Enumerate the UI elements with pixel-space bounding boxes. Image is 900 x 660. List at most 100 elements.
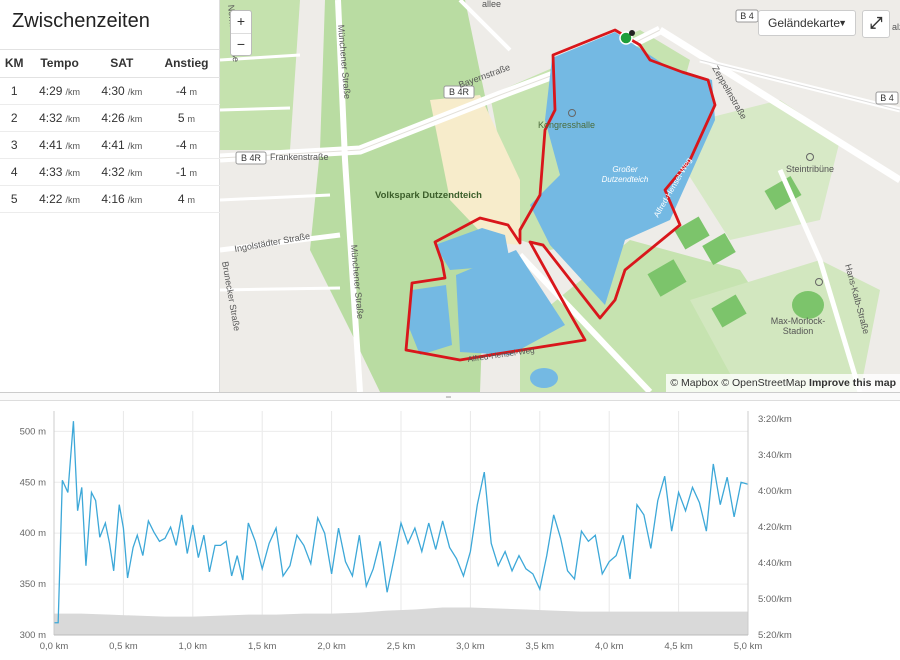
split-tempo-value: 4:41: [39, 137, 63, 152]
sports-field: [674, 216, 710, 250]
split-sat-unit: /km: [127, 113, 143, 124]
map-label: Stadion: [783, 326, 814, 336]
lake: [435, 228, 510, 270]
road: [335, 0, 363, 392]
split-tempo-unit: /km: [65, 194, 80, 205]
y-right-tick-label: 5:00/km: [758, 594, 792, 605]
route-map[interactable]: B 4R B 4R B 4 B 4 Bayernstraße Frankenst…: [220, 0, 900, 392]
road-shield: B 4R: [443, 85, 475, 99]
split-row: 2 4:32/km 4:26/km 5 m: [0, 104, 220, 132]
splits-table: KM Tempo SAT Anstieg 1 4:29/km 4:30/km -4 m 2…: [0, 50, 220, 213]
zoom-in-button[interactable]: +: [236, 13, 246, 29]
resize-handle[interactable]: ═: [0, 392, 900, 401]
split-anstieg-value: 5: [177, 110, 185, 125]
y-left-tick-label: 400 m: [20, 528, 46, 539]
split-km-value: 4: [10, 164, 18, 179]
lake: [408, 285, 452, 355]
x-tick-label: 0,5 km: [109, 641, 138, 652]
poi-icon: [806, 153, 814, 161]
elevation-area: [54, 607, 748, 635]
split-anstieg-value: -4: [175, 83, 187, 98]
improve-map-link[interactable]: Improve this map: [809, 377, 896, 389]
map-label: alz: [892, 22, 900, 32]
lake: [530, 32, 715, 305]
split-anstieg-unit: m: [187, 113, 196, 124]
railway: [699, 59, 900, 111]
map-type-dropdown[interactable]: Geländekarte ▼: [758, 10, 856, 36]
sports-field: [647, 259, 687, 297]
svg-text:B 4: B 4: [880, 93, 894, 103]
pond: [530, 368, 558, 388]
x-tick-label: 3,5 km: [526, 641, 555, 652]
y-right-tick-label: 4:00/km: [758, 486, 792, 497]
y-right-tick-label: 4:20/km: [758, 522, 792, 533]
split-row: 4 4:33/km 4:32/km -1 m: [0, 158, 220, 186]
fullscreen-button[interactable]: ⤢: [862, 10, 890, 38]
split-tempo: 4:29/km: [28, 77, 91, 105]
split-sat-unit: /km: [127, 140, 143, 151]
splits-header-row: KM Tempo SAT Anstieg: [0, 50, 220, 78]
x-tick-label: 4,5 km: [664, 641, 693, 652]
split-row: 3 4:41/km 4:41/km -4 m: [0, 131, 220, 159]
pace-line: [54, 421, 749, 624]
x-tick-label: 4,0 km: [595, 641, 624, 652]
road: [517, 252, 653, 392]
split-tempo-value: 4:33: [39, 164, 63, 179]
road: [220, 232, 341, 253]
split-tempo: 4:32/km: [28, 104, 91, 132]
split-sat-unit: /km: [127, 194, 143, 205]
y-right-tick-label: 5:20/km: [758, 630, 792, 641]
split-anstieg-value: 4: [177, 191, 185, 206]
split-sat-value: 4:32: [101, 164, 125, 179]
split-tempo-value: 4:22: [39, 191, 63, 206]
mapbox-attribution-link[interactable]: © Mapbox: [670, 377, 719, 389]
split-sat: 4:16/km: [90, 185, 153, 213]
map-canvas[interactable]: B 4R B 4R B 4 B 4 Bayernstraße Frankenst…: [220, 0, 900, 392]
split-tempo-value: 4:29: [39, 83, 63, 98]
map-label: Kongresshalle: [538, 120, 595, 130]
map-label: Max-Morlock-: [771, 316, 826, 326]
map-label: Ingolstädter Straße: [234, 231, 311, 254]
pace-elevation-chart[interactable]: 0,0 km 0,5 km 1,0 km 1,5 km 2,0 km 2,5 km 3,0 …: [0, 401, 900, 660]
zoom-out-button[interactable]: −: [231, 33, 251, 55]
road-shield: B 4: [735, 9, 759, 23]
sports-field: [711, 294, 747, 328]
split-tempo-unit: /km: [65, 113, 80, 124]
split-anstieg-unit: m: [189, 86, 198, 97]
x-tick-label: 3,0 km: [456, 641, 485, 652]
split-sat-value: 4:41: [101, 137, 125, 152]
map-label: Frankenstraße: [270, 152, 329, 162]
split-anstieg-unit: m: [189, 140, 198, 151]
map-label: Großer: [612, 165, 638, 174]
split-anstieg-unit: m: [187, 194, 196, 205]
split-sat: 4:41/km: [90, 131, 153, 159]
split-tempo-value: 4:32: [39, 110, 63, 125]
split-km-value: 1: [10, 83, 18, 98]
map-label: Brunecker Straße: [220, 261, 242, 332]
split-tempo-unit: /km: [65, 140, 80, 151]
poi-icon: [815, 278, 823, 286]
road-shield: B 4: [875, 91, 899, 105]
split-row: 1 4:29/km 4:30/km -4 m: [0, 77, 220, 105]
y-right-tick-label: 3:20/km: [758, 414, 792, 425]
split-anstieg: -4 m: [152, 77, 220, 105]
split-tempo-unit: /km: [65, 86, 80, 97]
sports-field: [702, 232, 736, 266]
split-anstieg: -4 m: [152, 131, 220, 159]
y-right-tick-label: 3:40/km: [758, 450, 792, 461]
map-label: Volkspark Dutzendteich: [375, 190, 482, 201]
split-anstieg: -1 m: [152, 158, 220, 186]
osm-attribution-link[interactable]: © OpenStreetMap: [721, 377, 807, 389]
chart-axes: 0,0 km 0,5 km 1,0 km 1,5 km 2,0 km 2,5 km 3,0 …: [20, 411, 792, 652]
splits-panel: Zwischenzeiten KM Tempo SAT Anstieg 1 4:2…: [0, 0, 220, 392]
poi-icon: [568, 109, 576, 117]
zoom-control: + −: [230, 10, 252, 56]
split-anstieg-value: -4: [175, 137, 187, 152]
split-tempo-unit: /km: [65, 167, 80, 178]
y-left-tick-label: 300 m: [20, 630, 46, 641]
split-sat: 4:30/km: [90, 77, 153, 105]
grip-icon: ═: [446, 394, 451, 401]
start-marker-icon: [619, 31, 633, 45]
